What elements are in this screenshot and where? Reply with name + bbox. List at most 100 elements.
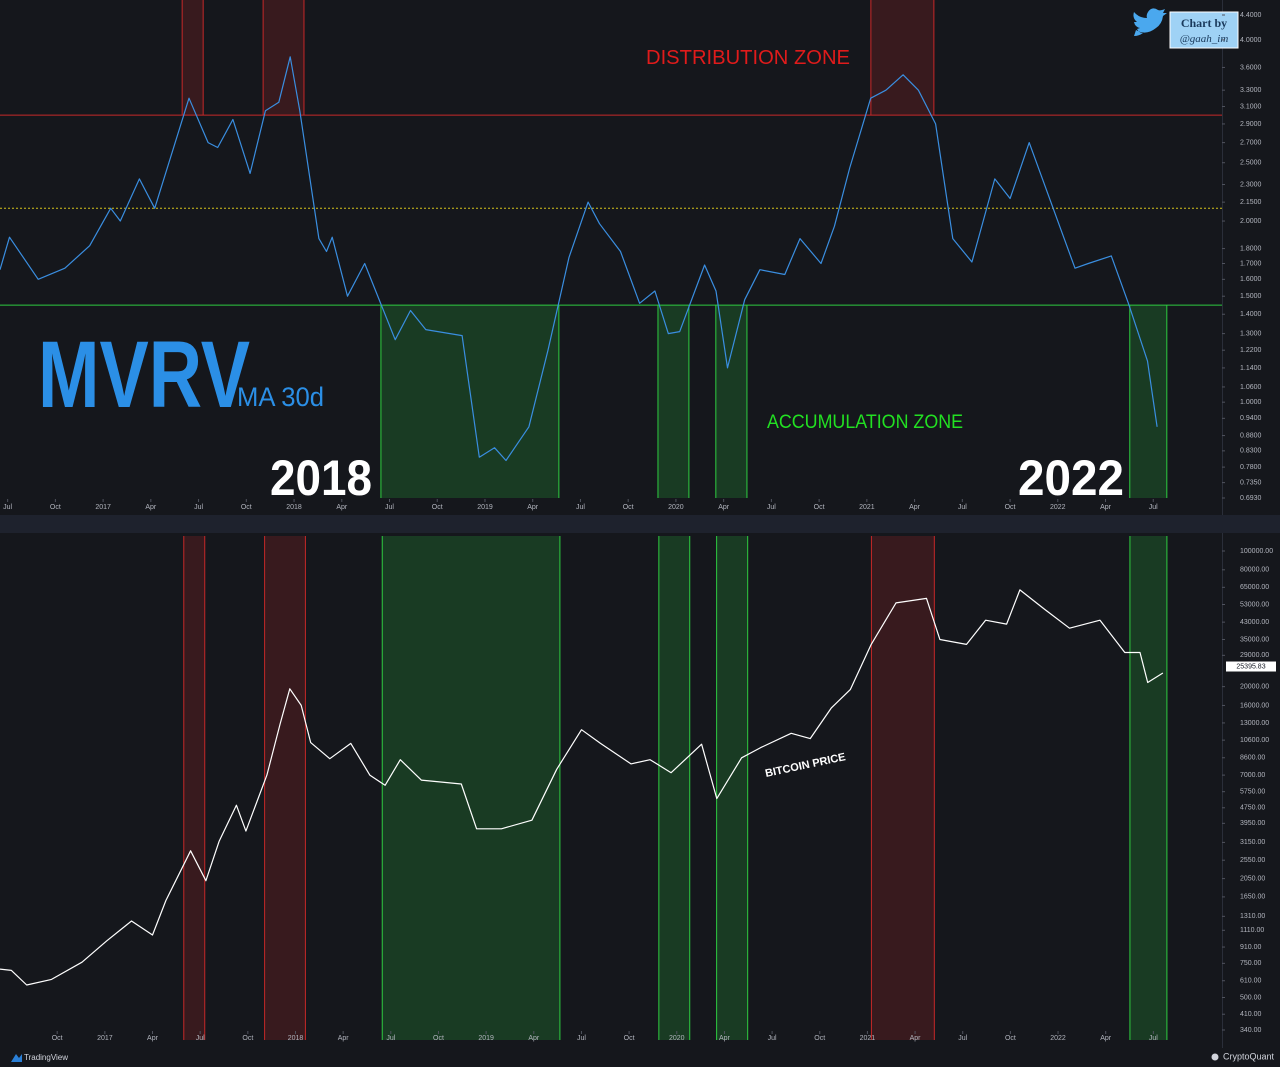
x-tick-label: Jul [1149,1035,1158,1042]
y-tick-label: 80000.00 [1240,567,1269,574]
x-tick-label: Jul [1149,504,1158,511]
x-tick-label: Jul [577,1035,586,1042]
cq-logo [1211,1053,1219,1061]
y-tick-label: 1310.00 [1240,913,1265,920]
y-tick-label: 2.1500 [1240,199,1262,206]
zone [658,536,690,1040]
x-tick-label: Jul [576,504,585,511]
x-tick-label: Oct [50,504,61,511]
zone [264,536,306,1040]
x-tick-label: Jul [386,1035,395,1042]
lines [0,56,1164,986]
x-tick-label: Oct [52,1035,63,1042]
y-tick-label: 4.0000 [1240,37,1262,44]
badge-box [1169,11,1239,49]
zone [1129,305,1167,498]
y-tick-label: 0.7350 [1240,479,1262,486]
y-tick-label: 410.00 [1240,1011,1262,1018]
data-line [0,56,1158,462]
y-tick-label: 1.1400 [1240,365,1262,372]
y-tick-label: 3.6000 [1240,64,1262,71]
y-tick-label: 13000.00 [1240,720,1269,727]
x-tick-label: Apr [909,504,921,511]
distribution-label: DISTRIBUTION ZONE [646,47,850,69]
y-tick-label: 2550.00 [1240,857,1265,864]
zones [0,0,1222,1040]
y-tick-label: 8600.00 [1240,755,1265,762]
x-tick-label: 2020 [669,1035,685,1042]
x-tick-label: Apr [1100,504,1112,511]
x-tick-label: Oct [814,504,825,511]
y-tick-label: 1.3000 [1240,330,1262,337]
x-tick-label: 2019 [477,504,493,511]
x-tick-label: Jul [768,1035,777,1042]
y-tick-label: 1650.00 [1240,894,1265,901]
y-tick-label: 43000.00 [1240,619,1269,626]
x-tick-label: Apr [718,504,730,511]
x-tick-label: Oct [432,504,443,511]
zone [382,536,560,1040]
year-label: 2018 [270,450,372,506]
y-tick-label: 3.1000 [1240,103,1262,110]
accumulation-label: ACCUMULATION ZONE [767,412,963,433]
y-tick-label: 100000.00 [1240,548,1273,555]
y-tick-label: 0.6930 [1240,495,1262,502]
x-tick-label: 2021 [860,1035,876,1042]
x-tick-label: 2019 [478,1035,494,1042]
y-tick-label: 1.0000 [1240,399,1262,406]
y-tick-label: 0.8300 [1240,448,1262,455]
x-tick-label: 2021 [859,504,875,511]
x-tick-label: Jul [958,504,967,511]
x-tick-label: Jul [385,504,394,511]
data-line [0,589,1164,986]
y-tick-label: 1.6000 [1240,276,1262,283]
year-label: 2022 [1018,450,1124,506]
y-tick-label: 2.7000 [1240,139,1262,146]
x-tick-label: Oct [1005,504,1016,511]
zone [870,0,934,116]
chart-subtitle: MA 30d [237,382,324,412]
y-tick-label: 5750.00 [1240,789,1265,796]
y-tick-label: 750.00 [1240,960,1262,967]
y-tick-label: 1.2200 [1240,347,1262,354]
x-tick-label: Apr [527,504,539,511]
y-tick-label: 7000.00 [1240,772,1265,779]
top-panel [0,0,1280,515]
y-tick-label: 610.00 [1240,978,1262,985]
y-tick-label: 1.4000 [1240,311,1262,318]
y-tick-label: 0.8800 [1240,432,1262,439]
x-tick-label: Apr [719,1035,731,1042]
y-tick-label: 3.3000 [1240,87,1262,94]
chart-title: MVRV [38,322,250,428]
y-tick-label: 1.7000 [1240,260,1262,267]
tv-logo [11,1054,22,1062]
x-tick-label: Jul [194,504,203,511]
x-tick-label: Apr [147,1035,159,1042]
axes: 4.4000 4.0000 3.6000 3.3000 3.1000 2.9000 2.70… [3,12,1276,1042]
last-value-label: 25395.83 [1236,663,1265,670]
x-tick-label: Jul [196,1035,205,1042]
x-tick-label: Oct [241,504,252,511]
y-tick-label: 2.9000 [1240,121,1262,128]
y-tick-label: 2.0000 [1240,218,1262,225]
y-tick-label: 29000.00 [1240,652,1269,659]
credit-line: @gaah_im [1180,33,1229,45]
y-tick-label: 53000.00 [1240,601,1269,608]
y-tick-label: 910.00 [1240,944,1262,951]
zone [182,0,204,116]
x-tick-label: Oct [242,1035,253,1042]
y-tick-label: 10600.00 [1240,737,1269,744]
x-tick-label: 2020 [668,504,684,511]
x-tick-label: Jul [3,504,12,511]
x-tick-label: Jul [767,504,776,511]
y-tick-label: 1.5000 [1240,293,1262,300]
zone [1129,536,1167,1040]
x-tick-label: 2017 [97,1035,113,1042]
credit-badge: Chart by @gaah_im [1133,8,1239,49]
x-tick-label: 2017 [95,504,111,511]
x-tick-label: Apr [338,1035,350,1042]
x-tick-label: 2022 [1050,1035,1066,1042]
x-tick-label: 2022 [1050,504,1066,511]
x-tick-label: Apr [336,504,348,511]
